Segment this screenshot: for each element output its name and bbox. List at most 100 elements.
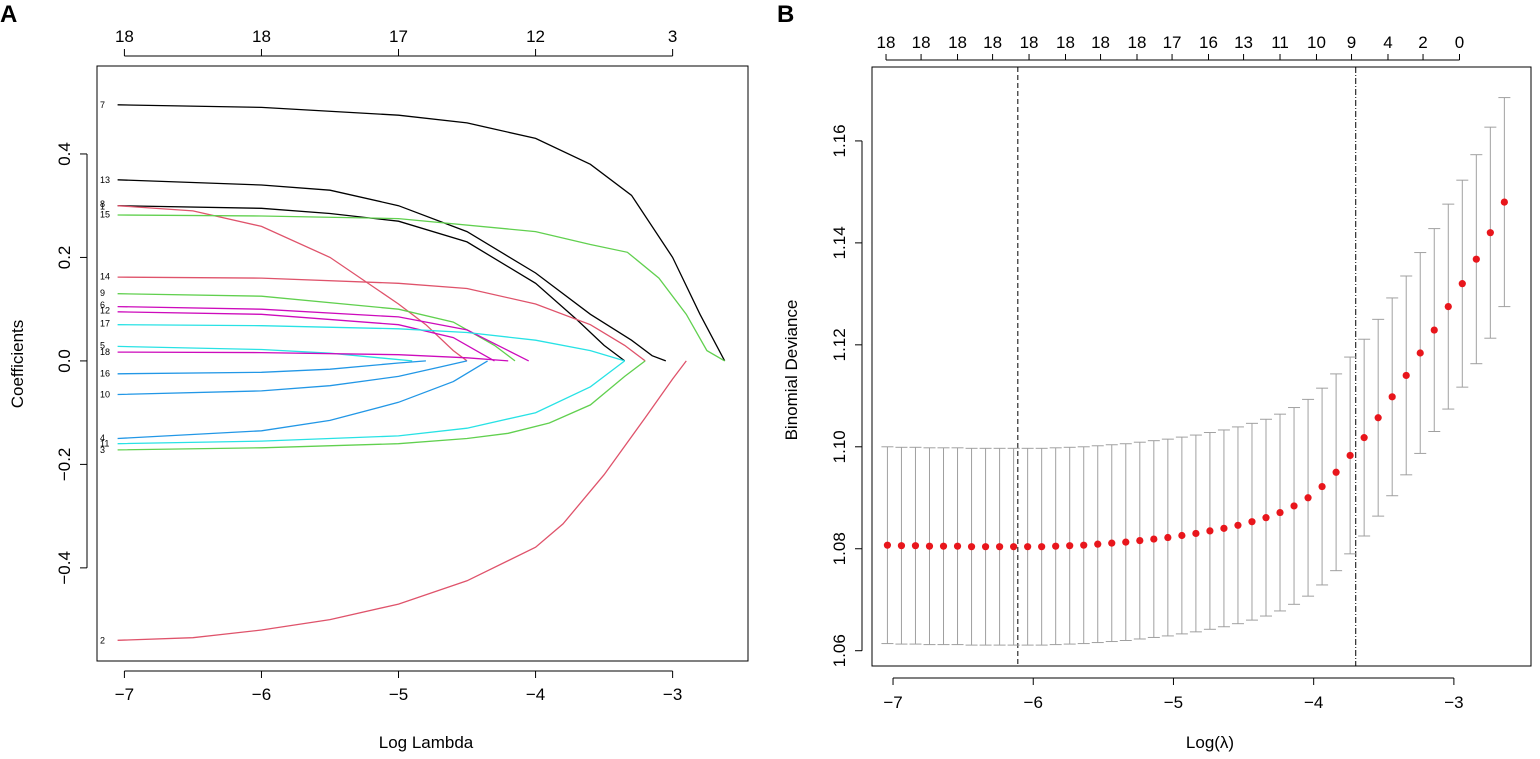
coef-path-8 (117, 205, 626, 362)
panel-a-plot-frame (96, 65, 749, 662)
deviance-point (1332, 468, 1340, 476)
y-tick-label: 1.16 (830, 124, 849, 157)
x-tick-label: −6 (1024, 693, 1043, 712)
deviance-point (1304, 494, 1312, 502)
panel-a-x-label: Log Lambda (379, 733, 474, 752)
deviance-point (1444, 303, 1452, 311)
deviance-point (1430, 326, 1438, 334)
path-label-10: 10 (100, 390, 110, 400)
deviance-point (981, 543, 990, 551)
deviance-point (1178, 531, 1186, 540)
top-tick-label: 18 (1091, 33, 1110, 52)
deviance-point (1500, 198, 1508, 206)
top-tick-label: 10 (1307, 33, 1326, 52)
deviance-point (1360, 434, 1368, 442)
deviance-point (1220, 524, 1228, 532)
y-tick-label: 1.06 (830, 634, 849, 667)
coef-path-18 (117, 351, 509, 362)
path-label-17: 17 (100, 319, 110, 329)
coef-path-16 (117, 360, 426, 375)
coef-path-2 (117, 360, 687, 641)
coef-path-17 (117, 324, 625, 362)
path-label-15: 15 (100, 209, 110, 219)
panel-b-y-axis: 1.06 1.08 1.10 1.12 1.14 1.16 (830, 124, 863, 667)
path-label-2: 2 (100, 635, 105, 645)
panel-a-y-label: Coefficients (8, 320, 27, 409)
panel-a-coefficient-paths (117, 104, 726, 641)
y-tick-label: 0.4 (55, 142, 74, 166)
deviance-point (953, 542, 962, 550)
deviance-point (1094, 540, 1102, 548)
path-label-13: 13 (100, 175, 110, 185)
path-label-8: 8 (100, 199, 105, 209)
deviance-point (1234, 521, 1242, 529)
coef-path-10 (117, 360, 468, 396)
deviance-point (1472, 255, 1480, 263)
coef-path-6 (117, 305, 529, 362)
deviance-point (1262, 514, 1270, 522)
top-tick-label: 17 (1163, 33, 1182, 52)
deviance-point (925, 542, 934, 550)
x-tick-label: −7 (115, 685, 134, 704)
top-tick-label: 11 (1271, 33, 1289, 52)
top-tick-label: 18 (1128, 33, 1147, 52)
path-label-18: 18 (100, 347, 110, 357)
path-label-16: 16 (100, 368, 110, 378)
deviance-point (967, 543, 976, 551)
deviance-point (1290, 502, 1298, 510)
deviance-point (1108, 539, 1116, 547)
path-label-5: 5 (100, 340, 105, 350)
deviance-point (995, 543, 1004, 551)
deviance-point (883, 541, 892, 549)
path-label-9: 9 (100, 288, 105, 298)
coef-path-4 (117, 360, 488, 440)
deviance-point (1486, 229, 1494, 237)
coef-path-1 (117, 205, 468, 362)
panel-b-reference-lines (1017, 67, 1357, 666)
deviance-point (911, 542, 920, 550)
top-tick-label: 9 (1347, 33, 1356, 52)
panel-b-y-label: Binomial Deviance (782, 300, 801, 441)
deviance-point (897, 542, 906, 550)
y-tick-label: 0.0 (55, 349, 74, 373)
top-tick-label: 12 (526, 27, 545, 46)
deviance-point (1038, 543, 1046, 551)
x-tick-label: −3 (1444, 693, 1463, 712)
path-label-6: 6 (100, 300, 105, 310)
deviance-point (939, 542, 948, 550)
panel-b-x-label: Log(λ) (1186, 733, 1234, 752)
top-tick-label: 18 (1056, 33, 1075, 52)
deviance-point (1164, 533, 1172, 542)
y-tick-label: 1.12 (830, 328, 849, 361)
deviance-point (1318, 482, 1326, 491)
top-tick-label: 0 (1455, 33, 1464, 52)
x-tick-label: −5 (1164, 693, 1183, 712)
deviance-point (1150, 535, 1158, 543)
panel-a-letter: A (0, 1, 17, 28)
panel-a-x-axis: −7 −6 −5 −4 −3 (115, 670, 682, 704)
y-tick-label: 1.08 (830, 532, 849, 565)
y-tick-label: −0.4 (55, 551, 74, 585)
x-tick-label: −5 (389, 685, 408, 704)
deviance-point (1136, 536, 1144, 545)
deviance-point (1122, 538, 1130, 546)
coef-path-14 (117, 276, 646, 362)
deviance-point (1206, 527, 1214, 535)
path-label-1: 1 (100, 202, 105, 212)
panel-b-top-axis: 18 18 18 18 18 18 18 18 17 16 13 11 10 9 4 2 0 (877, 33, 1464, 61)
top-tick-label: 18 (948, 33, 967, 52)
deviance-point (1458, 280, 1466, 288)
deviance-point (1080, 541, 1088, 549)
x-tick-label: −7 (883, 693, 902, 712)
path-label-7: 7 (100, 100, 105, 110)
deviance-point (1388, 393, 1396, 401)
y-tick-label: −0.2 (55, 448, 74, 482)
top-tick-label: 2 (1418, 33, 1427, 52)
path-label-14: 14 (100, 272, 110, 282)
top-tick-label: 18 (912, 33, 931, 52)
coef-path-12 (117, 311, 495, 362)
coef-path-7 (117, 104, 726, 362)
deviance-point (1024, 543, 1032, 551)
deviance-point (1374, 414, 1382, 422)
